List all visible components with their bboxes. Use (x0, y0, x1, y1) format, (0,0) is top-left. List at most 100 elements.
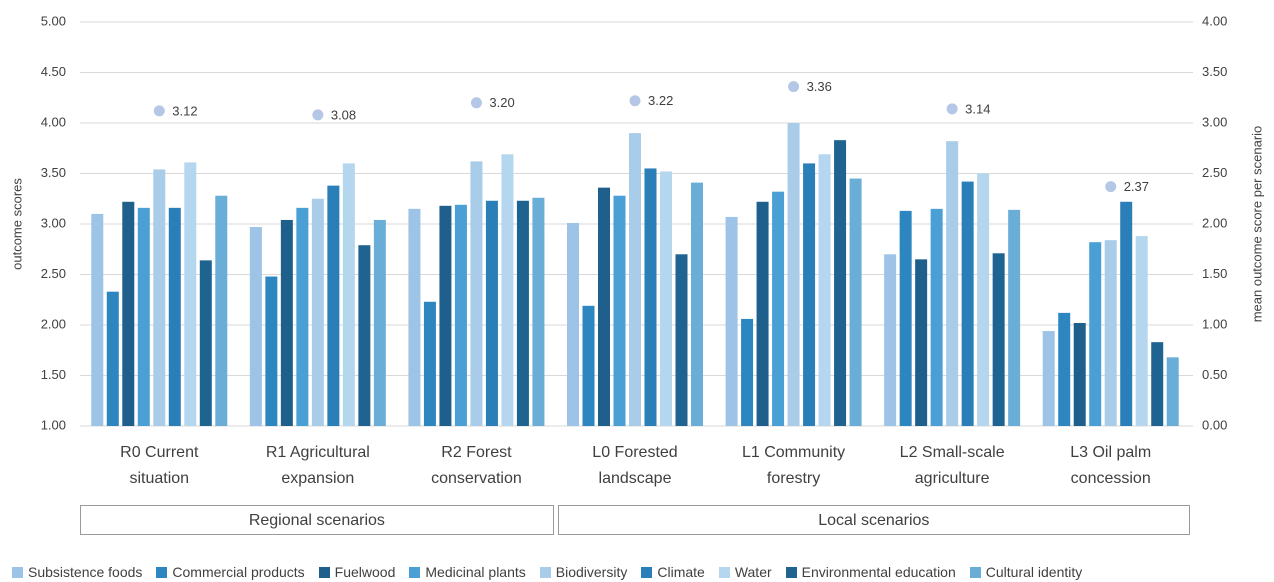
bar (485, 200, 498, 426)
mean-label: 3.14 (965, 101, 990, 116)
y2-tick-label: 2.00 (1202, 215, 1227, 230)
group-label: Regional scenarios (80, 505, 554, 535)
bar (470, 161, 483, 426)
legend-item: Subsistence foods (12, 564, 142, 580)
bar (834, 140, 847, 427)
legend-label: Cultural identity (985, 564, 1083, 580)
x-tick-label: L3 Oil palm concession (1070, 444, 1152, 487)
bar (91, 213, 104, 426)
bar (327, 185, 340, 426)
mean-label: 3.22 (648, 93, 673, 108)
legend-label: Biodiversity (555, 564, 628, 580)
bar (1120, 201, 1133, 426)
legend-item: Biodiversity (539, 564, 628, 580)
bar (342, 163, 355, 426)
legend-item: Commercial products (156, 564, 305, 580)
y2-tick-label: 4.00 (1202, 13, 1227, 28)
group-label: Local scenarios (557, 505, 1190, 535)
bar (629, 133, 641, 426)
mean-label: 2.37 (1124, 179, 1149, 194)
bar (756, 201, 769, 426)
legend-label: Water (734, 564, 772, 580)
bar (915, 259, 928, 426)
x-tick-label: R0 Current situation (120, 444, 199, 487)
y-tick-label: 2.00 (41, 316, 66, 331)
x-tick-label: L1 Community forestry (741, 444, 846, 487)
y2-tick-label: 1.50 (1202, 266, 1227, 281)
bar (691, 182, 703, 426)
bar (899, 210, 912, 426)
legend: Subsistence foods Commercial products Fuel… (12, 564, 1082, 580)
bar (1089, 242, 1102, 426)
y-tick-label: 1.50 (41, 367, 66, 382)
bar (296, 207, 309, 426)
mean-label: 3.12 (172, 103, 197, 118)
bar (613, 195, 626, 426)
y2-tick-label: 3.50 (1202, 64, 1227, 79)
legend-item: Water (718, 564, 772, 580)
y2-tick-label: 0.50 (1202, 367, 1227, 382)
x-tick-label: R2 Forest conservation (431, 444, 522, 487)
legend-item: Medicinal plants (409, 564, 526, 580)
legend-label: Subsistence foods (28, 564, 143, 580)
bar (358, 245, 371, 426)
mean-label: 3.08 (331, 107, 356, 122)
bar (168, 207, 181, 426)
bar (215, 195, 228, 426)
bar (454, 204, 467, 426)
y-tick-label: 2.50 (41, 266, 66, 281)
bar (373, 219, 386, 426)
legend-label: Environmental education (801, 564, 956, 580)
bar (1042, 331, 1055, 426)
bar (311, 198, 324, 426)
bar (1104, 240, 1117, 426)
y2-axis-label: mean outcome score per scenario (1249, 126, 1264, 323)
y-tick-label: 3.50 (41, 165, 66, 180)
bar (992, 253, 1005, 426)
y-tick-label: 5.00 (41, 13, 66, 28)
bar (567, 222, 579, 426)
bar (1073, 322, 1086, 426)
x-tick-label: L0 Forested landscape (592, 444, 678, 487)
bar (1008, 209, 1021, 426)
y-axis-label: outcome scores (9, 178, 24, 270)
legend-swatch (12, 566, 23, 578)
bar (265, 276, 278, 426)
legend-swatch (785, 566, 797, 578)
y2-tick-label: 3.00 (1202, 114, 1227, 129)
legend-swatch (409, 566, 421, 578)
bar (516, 200, 529, 426)
y-tick-label: 1.00 (41, 417, 66, 432)
legend-item: Fuelwood (318, 564, 396, 580)
bar (598, 187, 610, 426)
x-tick-label: L2 Small-scale agriculture (899, 444, 1005, 487)
legend-swatch (641, 566, 653, 578)
bar (532, 197, 545, 426)
bar (423, 301, 436, 426)
y2-tick-label: 0.00 (1202, 417, 1227, 432)
bar (122, 201, 135, 426)
bar (106, 291, 119, 426)
bar (1135, 236, 1148, 426)
bar (675, 254, 688, 426)
mean-point (470, 97, 482, 109)
legend-item: Climate (641, 564, 705, 580)
legend-label: Fuelwood (334, 564, 396, 580)
x-tick-label: R1 Agricultural expansion (265, 444, 370, 487)
legend-swatch (539, 566, 551, 578)
mean-label: 3.36 (807, 79, 832, 94)
y-tick-label: 3.00 (41, 215, 66, 230)
mean-point (946, 103, 958, 115)
y2-tick-label: 2.50 (1202, 165, 1227, 180)
bar (741, 318, 754, 426)
mean-label: 3.20 (489, 95, 514, 110)
bar (280, 219, 293, 426)
legend-swatch (156, 566, 168, 578)
bar (818, 154, 831, 426)
bar (644, 168, 657, 426)
bar (1166, 357, 1179, 426)
bar (977, 173, 990, 426)
bar (787, 123, 800, 426)
